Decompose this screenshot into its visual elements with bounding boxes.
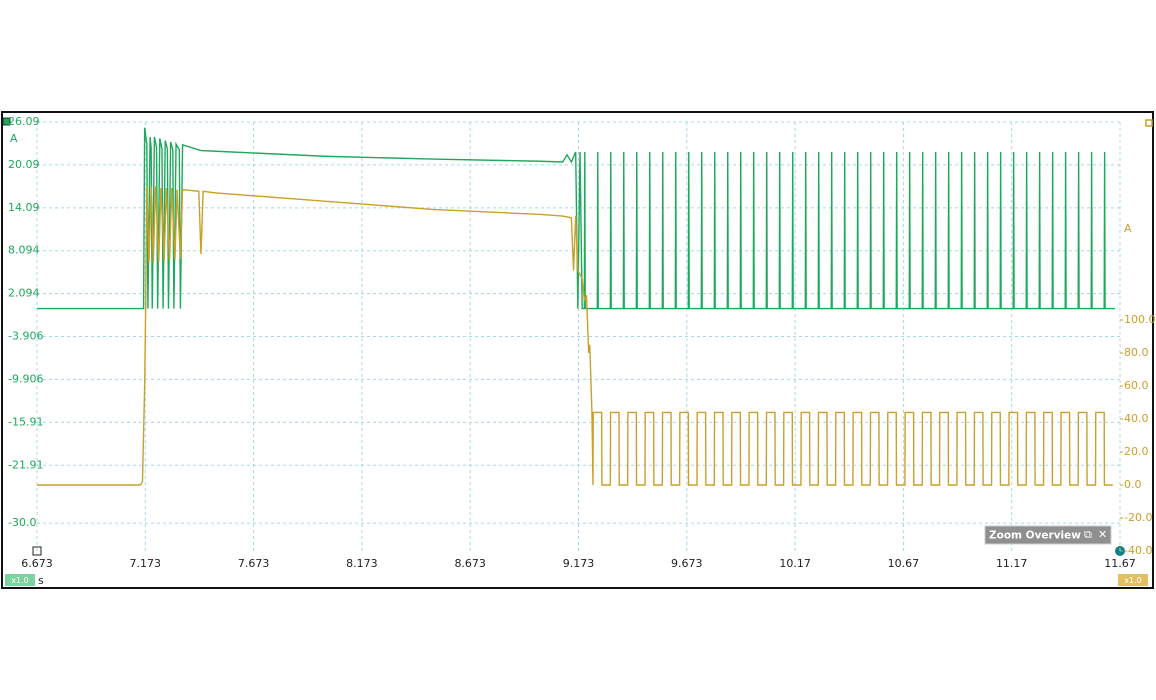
y2-tick-label: 60.0: [1124, 379, 1149, 392]
close-icon[interactable]: ✕: [1098, 528, 1107, 541]
y-tick-label: 26.09: [8, 115, 40, 128]
x-tick-label: 10.67: [888, 557, 920, 570]
x-tick-label: 7.173: [130, 557, 162, 570]
scope-frame: [1, 111, 1154, 589]
y-tick-label: -15.91: [8, 415, 43, 428]
plot: 6.673 7.173 7.673 8.173 8.673 9.173 9.673 10.17…: [8, 115, 1156, 570]
x-tick-label: 9.673: [671, 557, 703, 570]
y-tick-label: -9.906: [8, 372, 43, 385]
x-tick-label: 9.173: [563, 557, 595, 570]
channel-b-marker[interactable]: [1145, 119, 1153, 127]
y-tick-label: -30.0: [8, 516, 36, 529]
y-tick-label: 20.09: [8, 158, 40, 171]
y2-tick-label: 80.0: [1124, 346, 1149, 359]
left-badge: x1.0: [11, 576, 28, 585]
x-tick-label: 7.673: [238, 557, 270, 570]
x-tick-label: 11.17: [996, 557, 1028, 570]
y-tick-label: -21.91: [8, 458, 43, 471]
y2-tick-label: -20.0: [1124, 511, 1152, 524]
x-tick-label: 10.17: [779, 557, 811, 570]
y2-tick-label: 40.0: [1124, 412, 1149, 425]
y2-axis-unit: A: [1124, 222, 1132, 235]
y2-tick-label: 100.0: [1124, 313, 1156, 326]
channel-a-marker[interactable]: [2, 117, 11, 126]
x-tick-label: 8.173: [346, 557, 378, 570]
y2-tick-label: 20.0: [1124, 445, 1149, 458]
right-badge-box[interactable]: [1118, 574, 1148, 586]
y-tick-label: 8.094: [8, 244, 40, 257]
zoom-overview-box[interactable]: [984, 525, 1112, 545]
restore-icon[interactable]: ⧉: [1084, 528, 1092, 541]
y-axis-unit: A: [10, 132, 18, 145]
y2-tick-label: 0.0: [1124, 478, 1142, 491]
trace: [37, 127, 1116, 310]
x-tick-label: 6.673: [21, 557, 53, 570]
y-tick-label: 14.09: [8, 201, 40, 214]
x-axis-unit: s: [38, 574, 44, 587]
zoom-overview-label: Zoom Overview: [989, 530, 1081, 542]
trace: [37, 186, 1113, 486]
left-badge-box[interactable]: [5, 574, 35, 586]
y-tick-label: 2.094: [8, 287, 40, 300]
x-tick-label: 11.67: [1104, 557, 1136, 570]
y-tick-label: -3.906: [8, 330, 43, 343]
y2-tick-label: -40.0: [1124, 544, 1152, 557]
right-badge: x1.0: [1124, 576, 1141, 585]
x-tick-label: 8.673: [454, 557, 486, 570]
